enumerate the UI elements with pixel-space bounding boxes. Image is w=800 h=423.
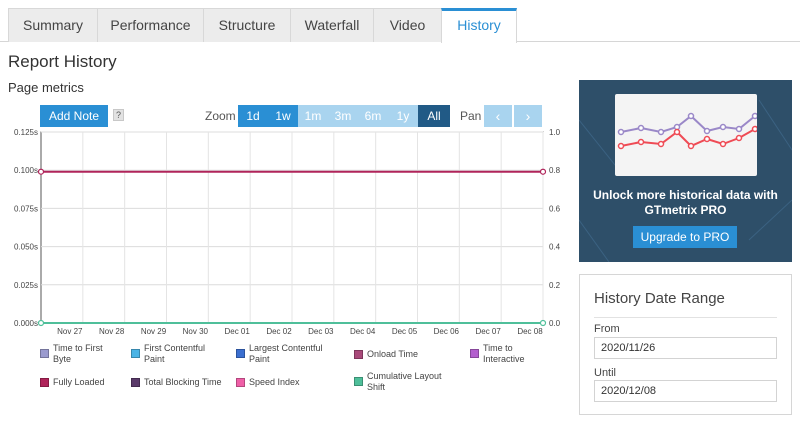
legend-swatch xyxy=(40,349,49,358)
zoom-3m-button[interactable]: 3m xyxy=(328,105,358,127)
series-point[interactable] xyxy=(37,168,45,175)
promo-chart-illustration xyxy=(615,94,759,176)
y-left-tick-label: 0.125s xyxy=(14,128,38,137)
legend-swatch xyxy=(40,378,49,387)
zoom-label: Zoom xyxy=(205,109,236,123)
legend-swatch xyxy=(354,377,363,386)
help-icon[interactable]: ? xyxy=(113,109,124,121)
x-tick-label: Dec 01 xyxy=(224,327,250,336)
x-tick-label: Nov 28 xyxy=(99,327,125,336)
pan-right-button[interactable]: › xyxy=(514,105,542,127)
x-tick-label: Dec 04 xyxy=(350,327,376,336)
y-left-tick-label: 0.025s xyxy=(14,281,38,290)
x-tick-label: Dec 08 xyxy=(517,327,543,336)
tab-bar: Summary Performance Structure Waterfall … xyxy=(0,8,800,43)
y-right-tick-label: 0.0 xyxy=(549,319,561,328)
chevron-left-icon: ‹ xyxy=(495,108,501,124)
divider xyxy=(594,317,777,318)
add-note-button[interactable]: Add Note xyxy=(40,105,108,127)
legend-swatch xyxy=(470,349,479,358)
date-range-title: History Date Range xyxy=(594,290,725,307)
series-point[interactable] xyxy=(539,168,547,175)
promo-background xyxy=(579,99,792,262)
legend-swatch xyxy=(131,378,140,387)
zoom-1w-button[interactable]: 1w xyxy=(268,105,298,127)
zoom-1d-button[interactable]: 1d xyxy=(238,105,268,127)
pro-promo-panel: Unlock more historical data with GTmetri… xyxy=(579,80,792,262)
from-label: From xyxy=(594,323,620,335)
tab-performance[interactable]: Performance xyxy=(97,8,204,42)
legend-label: Speed Index xyxy=(249,377,300,387)
legend-swatch xyxy=(354,350,363,359)
zoom-6m-button[interactable]: 6m xyxy=(358,105,388,127)
chevron-right-icon: › xyxy=(525,108,531,124)
x-tick-label: Dec 06 xyxy=(434,327,460,336)
legend-label: Onload Time xyxy=(367,349,419,359)
section-title: Page metrics xyxy=(8,80,84,95)
zoom-1m-button[interactable]: 1m xyxy=(298,105,328,127)
legend-label: Cumulative Layout Shift xyxy=(367,371,442,392)
y-right-tick-label: 0.6 xyxy=(549,204,561,213)
tab-summary[interactable]: Summary xyxy=(8,8,98,42)
y-left-tick-label: 0.000s xyxy=(14,319,38,328)
upgrade-button[interactable]: Upgrade to PRO xyxy=(633,226,737,248)
legend-label: First Contentful Paint xyxy=(144,343,206,364)
pan-label: Pan xyxy=(460,109,482,123)
tab-video[interactable]: Video xyxy=(373,8,442,42)
page-metrics-chart[interactable]: 0.125s 0.100s 0.075s 0.050s 0.025s 0.000s 1.0… xyxy=(0,125,580,340)
y-left-tick-label: 0.100s xyxy=(14,166,38,175)
x-tick-label: Nov 29 xyxy=(141,327,167,336)
y-right-tick-label: 0.2 xyxy=(549,281,561,290)
zoom-all-button[interactable]: All xyxy=(418,105,450,127)
legend-label: Largest Contentful Paint xyxy=(249,343,323,364)
promo-text: Unlock more historical data with GTmetri… xyxy=(593,188,778,217)
y-left-tick-label: 0.075s xyxy=(14,204,38,213)
tab-history[interactable]: History xyxy=(441,8,517,43)
series-point[interactable] xyxy=(539,319,547,327)
x-tick-label: Dec 05 xyxy=(392,327,418,336)
y-right-tick-label: 0.4 xyxy=(549,243,561,252)
y-right-tick-label: 0.8 xyxy=(549,166,561,175)
pan-left-button[interactable]: ‹ xyxy=(484,105,512,127)
until-label: Until xyxy=(594,367,617,379)
zoom-1y-button[interactable]: 1y xyxy=(388,105,418,127)
history-date-range-panel: History Date Range From 2020/11/26 Until… xyxy=(579,274,792,415)
legend-swatch xyxy=(131,349,140,358)
x-tick-label: Dec 07 xyxy=(475,327,501,336)
tab-structure[interactable]: Structure xyxy=(203,8,291,42)
legend-label: Time to Interactive xyxy=(483,343,525,364)
x-tick-label: Nov 30 xyxy=(183,327,209,336)
until-date-input[interactable]: 2020/12/08 xyxy=(594,380,777,402)
y-left-tick-label: 0.050s xyxy=(14,243,38,252)
legend-label: Total Blocking Time xyxy=(144,377,222,387)
x-tick-label: Dec 03 xyxy=(308,327,334,336)
promo-mini-chart xyxy=(617,112,759,150)
from-date-input[interactable]: 2020/11/26 xyxy=(594,337,777,359)
legend-label: Fully Loaded xyxy=(53,377,105,387)
legend-label: Time to First Byte xyxy=(53,343,103,364)
series-point[interactable] xyxy=(37,319,45,327)
tab-waterfall[interactable]: Waterfall xyxy=(290,8,374,42)
x-tick-label: Nov 27 xyxy=(57,327,83,336)
legend-swatch xyxy=(236,378,245,387)
page-title: Report History xyxy=(8,52,117,71)
legend-swatch xyxy=(236,349,245,358)
x-tick-label: Dec 02 xyxy=(266,327,292,336)
y-right-tick-label: 1.0 xyxy=(549,128,561,137)
